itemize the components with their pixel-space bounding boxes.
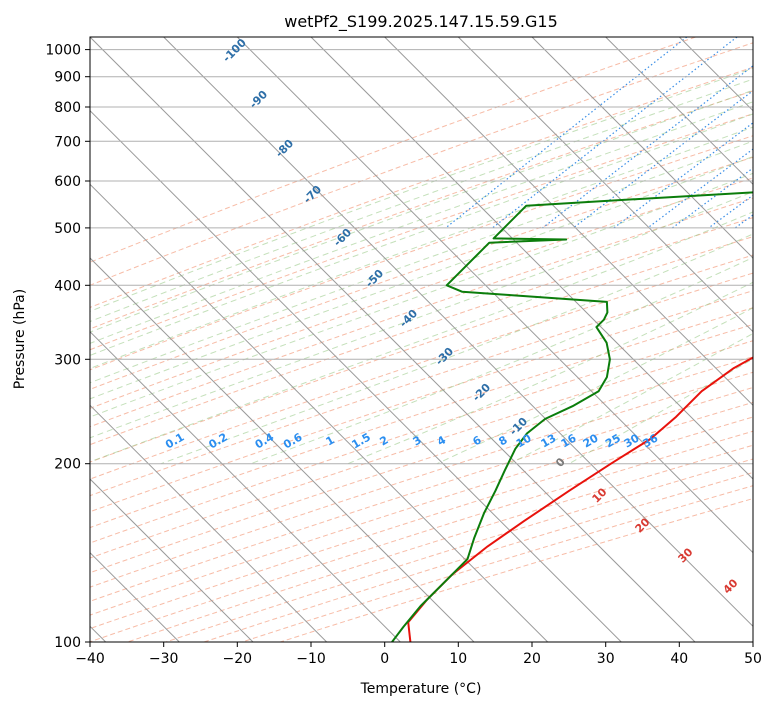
isotherm [90, 183, 549, 642]
y-tick-label: 600 [54, 174, 81, 190]
isotherm [163, 37, 753, 628]
moist-adiabat [90, 211, 753, 463]
dry-adiabat [90, 236, 753, 463]
x-tick-label: −20 [223, 651, 253, 667]
dry-adiabat [165, 458, 753, 642]
dry-adiabat [90, 156, 753, 390]
isotherm [457, 37, 753, 333]
y-tick-label: 300 [54, 352, 81, 368]
temperature-trace [407, 356, 753, 642]
moist-adiabat [90, 126, 753, 370]
isotherm [90, 404, 328, 642]
dry-adiabat [90, 401, 753, 616]
y-tick-label: 500 [54, 221, 81, 237]
mixing-ratio-line [542, 65, 753, 229]
dry-adiabat [90, 416, 753, 630]
mixing-ratio-line [613, 122, 753, 229]
x-tick-label: 40 [670, 651, 688, 667]
dry-adiabat [127, 444, 753, 642]
x-tick-label: 0 [380, 651, 389, 667]
moist-adiabat [90, 113, 753, 356]
dry-adiabat [90, 430, 753, 642]
dry-adiabat [90, 340, 753, 559]
y-tick-label: 700 [54, 134, 81, 150]
plot-frame [89, 36, 754, 643]
y-tick-label: 100 [54, 635, 81, 651]
moist-adiabat [90, 89, 753, 333]
dry-adiabat [90, 307, 753, 529]
dry-adiabat [90, 66, 753, 308]
x-tick-label: −40 [75, 651, 105, 667]
chart-title: wetPf2_S199.2025.147.15.59.G15 [284, 12, 558, 32]
dry-adiabat [90, 113, 753, 351]
y-tick-label: 800 [54, 100, 81, 116]
y-tick-label: 400 [54, 278, 81, 294]
dry-adiabat [90, 272, 753, 497]
x-tick-label: 50 [744, 651, 762, 667]
data-layer [391, 191, 753, 642]
x-tick-label: 20 [523, 651, 541, 667]
moist-adiabat [90, 78, 753, 323]
y-tick-label: 200 [54, 457, 81, 473]
mixing-ratio-line [445, 37, 688, 229]
dry-adiabat [90, 90, 753, 330]
dry-adiabat [90, 135, 753, 371]
isotherm [236, 37, 753, 554]
isotherm [90, 109, 622, 642]
moist-adiabat [90, 67, 753, 312]
moist-adiabat [347, 281, 753, 465]
dry-adiabat [90, 37, 696, 263]
isotherm [605, 37, 753, 186]
isotherm [384, 37, 753, 407]
y-tick-label: 1000 [45, 43, 81, 59]
isotherm [310, 37, 753, 480]
x-axis-title: Temperature (°C) [360, 681, 482, 697]
y-axis-title: Pressure (hPa) [12, 289, 28, 389]
x-tick-label: 30 [597, 651, 615, 667]
isotherm [531, 37, 753, 259]
moist-adiabat [90, 140, 753, 384]
dry-adiabat [90, 197, 753, 428]
dewpoint-trace [391, 191, 753, 642]
isotherm [90, 37, 696, 642]
isotherm [90, 257, 475, 642]
isotherm [90, 330, 401, 642]
x-tick-label: 10 [449, 651, 467, 667]
dry-adiabat [90, 42, 753, 286]
grid-layer [90, 37, 753, 642]
axis-layer: −40 −30 −20 −10 0 10 20 30 40 50 1000 900 800 700 600 5… [45, 43, 762, 667]
mixing-ratio-line [672, 167, 753, 229]
isotherm [90, 478, 254, 642]
dry-adiabat [90, 323, 753, 544]
y-tick-label: 900 [54, 70, 81, 86]
x-tick-label: −10 [296, 651, 326, 667]
x-tick-label: −30 [149, 651, 179, 667]
